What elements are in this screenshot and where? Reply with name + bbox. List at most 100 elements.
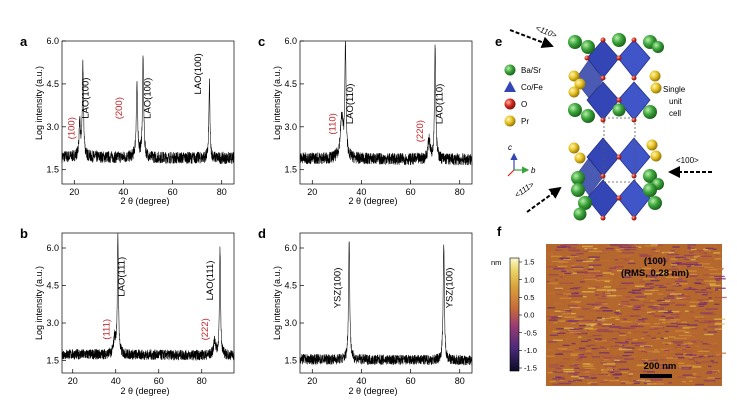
afm-texture-streak [715, 354, 721, 356]
afm-texture-streak [623, 259, 629, 261]
afm-texture-streak [707, 345, 718, 347]
afm-texture-streak [573, 333, 586, 335]
afm-texture-streak [606, 296, 615, 298]
afm-texture-streak [572, 326, 579, 328]
afm-texture-streak [582, 245, 593, 248]
afm-texture-streak [625, 296, 632, 298]
afm-texture-streak [629, 260, 634, 262]
afm-texture-streak [714, 328, 723, 330]
afm-texture-streak [566, 308, 576, 310]
y-axis-label-a: Log intensity (a.u.) [34, 66, 44, 140]
afm-texture-streak [644, 284, 650, 287]
scale-bar-label: 200 nm [644, 361, 677, 372]
afm-texture-streak [707, 342, 719, 344]
xrd-panel-b: b Log intensity (a.u.) 2 θ (degree) 20 40… [20, 226, 235, 396]
afm-texture-streak [657, 332, 661, 334]
afm-texture-streak [550, 255, 562, 258]
x-tick-label: 20 [307, 187, 317, 197]
afm-texture-streak [691, 317, 700, 319]
afm-texture-streak [568, 371, 580, 374]
x-axis-label-d: 2 θ (degree) [348, 386, 397, 396]
afm-texture-streak [703, 325, 708, 327]
afm-texture-streak [621, 300, 630, 303]
afm-texture-streak [667, 298, 680, 301]
x-tick-label: 80 [455, 187, 465, 197]
legend-item-co-fe: Co/Fe [504, 81, 543, 92]
afm-texture-streak [621, 342, 629, 344]
afm-texture-streak [584, 377, 597, 379]
afm-texture-streak [682, 368, 691, 370]
afm-texture-streak [645, 289, 659, 291]
afm-texture-streak [582, 260, 593, 263]
afm-texture-streak [713, 252, 721, 254]
afm-texture-streak [660, 315, 666, 317]
afm-texture-streak [594, 347, 608, 350]
afm-texture-streak [555, 376, 561, 378]
afm-texture-streak [674, 280, 688, 282]
afm-texture-streak [570, 306, 581, 309]
afm-texture-streak [584, 277, 598, 279]
afm-texture-streak [562, 267, 571, 270]
afm-texture-streak [660, 258, 671, 260]
afm-texture-streak [700, 312, 713, 314]
afm-texture-streak [677, 300, 688, 302]
afm-texture-streak [689, 305, 696, 307]
afm-texture-streak [705, 247, 714, 250]
afm-texture-streak [569, 287, 579, 290]
afm-texture-streak [714, 255, 719, 257]
afm-texture-streak [628, 332, 632, 334]
afm-texture-streak [595, 259, 600, 261]
plot-frame [61, 232, 235, 374]
afm-texture-streak [714, 318, 726, 320]
afm-texture-streak [601, 295, 607, 297]
afm-texture-streak [714, 303, 720, 305]
afm-texture-streak [596, 275, 603, 277]
afm-texture-streak [584, 278, 597, 280]
afm-texture-streak [612, 374, 622, 376]
afm-texture-streak [687, 244, 696, 246]
afm-texture-streak [557, 370, 562, 372]
afm-texture-streak [594, 301, 607, 304]
afm-texture-streak [687, 270, 697, 272]
afm-texture-streak [602, 323, 612, 325]
afm-texture-streak [629, 370, 641, 373]
afm-texture-streak [651, 337, 657, 339]
afm-texture-streak [561, 270, 571, 272]
colorbar [509, 257, 520, 372]
afm-texture-streak [638, 325, 642, 328]
afm-texture-streak [703, 313, 716, 315]
afm-texture-streak [603, 359, 609, 361]
afm-texture-streak [630, 325, 644, 328]
xrd-series-line [61, 55, 235, 165]
afm-texture-streak [640, 349, 651, 351]
afm-texture-streak [587, 382, 592, 385]
afm-texture-streak [657, 304, 670, 306]
x-tick-label: 60 [406, 187, 416, 197]
afm-texture-streak [697, 309, 711, 311]
afm-texture-streak [589, 266, 594, 268]
afm-texture-streak [617, 245, 624, 247]
afm-texture-streak [634, 291, 642, 293]
afm-texture-streak [635, 285, 645, 287]
afm-texture-streak [713, 355, 723, 357]
afm-texture-streak [685, 354, 693, 356]
afm-texture-streak [621, 317, 626, 320]
afm-texture-streak [582, 363, 591, 365]
afm-texture-streak [560, 365, 564, 367]
afm-texture-streak [682, 297, 688, 300]
afm-texture-streak [675, 353, 684, 355]
afm-texture-streak [640, 304, 645, 306]
afm-texture-streak [570, 250, 581, 252]
afm-texture-streak [564, 272, 572, 275]
afm-texture-streak [634, 304, 641, 307]
afm-texture-streak [591, 348, 598, 350]
afm-texture-streak [559, 282, 573, 284]
afm-texture-streak [597, 317, 607, 319]
afm-texture-streak [642, 267, 651, 270]
afm-texture-streak [591, 244, 600, 246]
afm-texture-streak [662, 342, 673, 344]
afm-texture-streak [675, 262, 682, 264]
afm-texture-streak [577, 357, 583, 359]
afm-texture-streak [649, 300, 655, 302]
afm-texture-streak [620, 380, 630, 383]
